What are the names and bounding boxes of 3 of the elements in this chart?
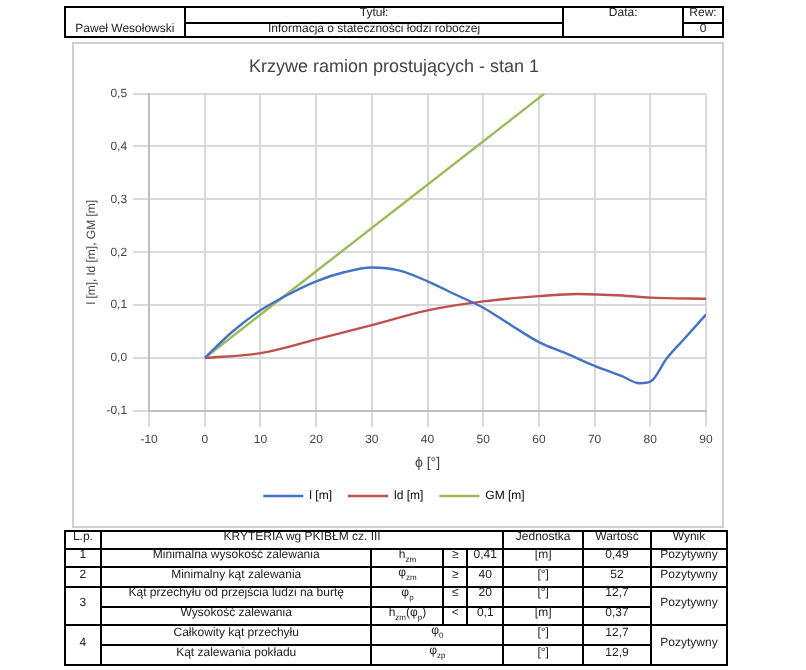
chart-title: Krzywe ramion prostujących - stan 1 — [248, 55, 540, 76]
line-series — [203, 292, 706, 360]
line-series — [203, 266, 706, 385]
